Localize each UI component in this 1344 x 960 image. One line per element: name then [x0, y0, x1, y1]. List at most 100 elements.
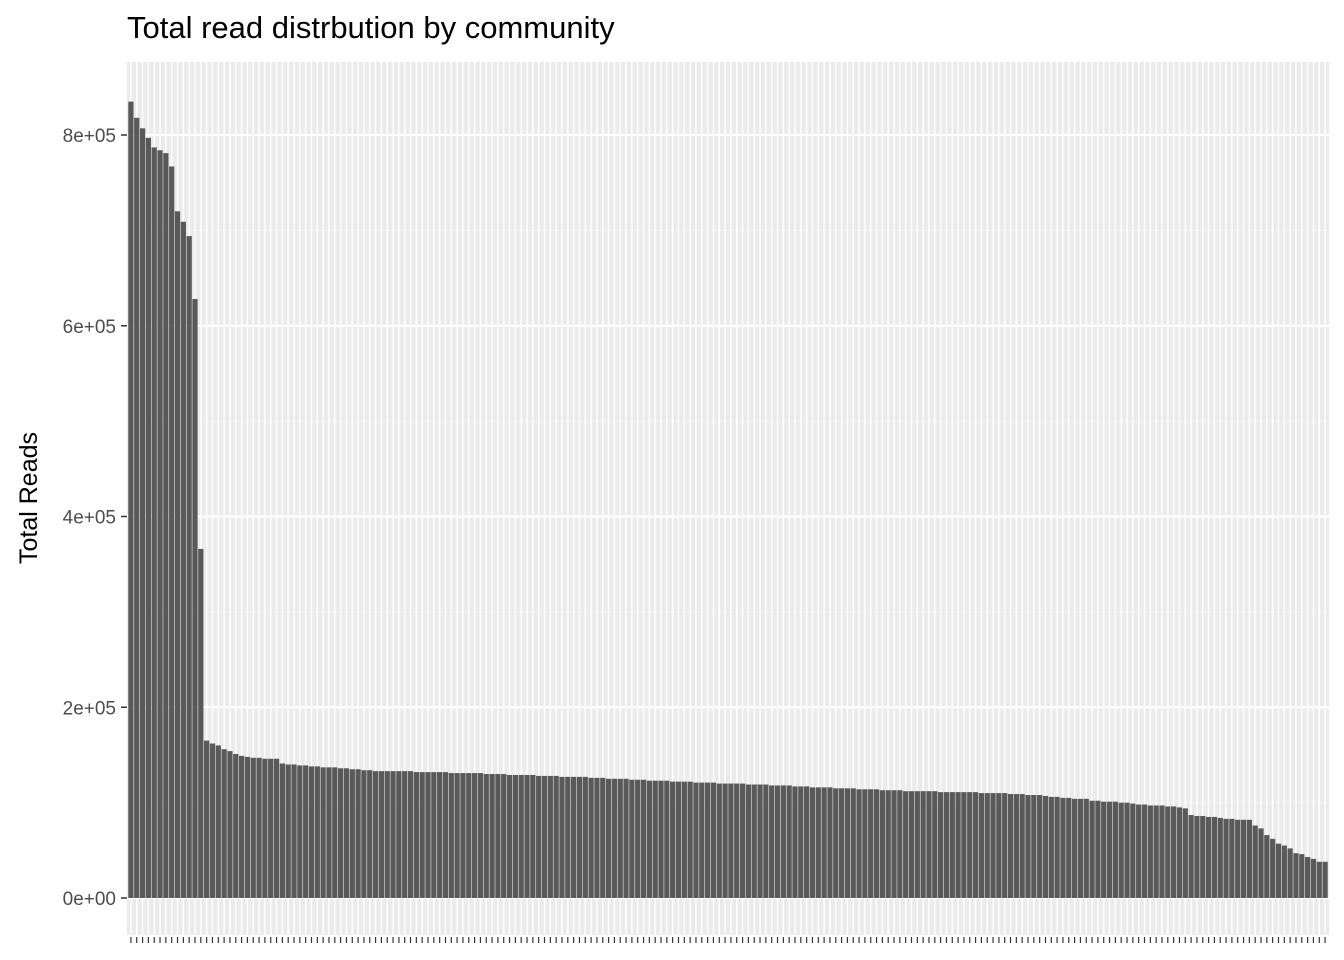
bar: [1136, 804, 1142, 898]
bar: [297, 765, 303, 898]
bar: [862, 789, 868, 898]
bar: [1316, 861, 1322, 898]
bar: [745, 784, 752, 898]
y-tick-label: 4e+05: [63, 508, 116, 529]
bar: [1322, 861, 1328, 898]
bar: [1258, 828, 1264, 898]
bar: [1310, 858, 1317, 898]
bar: [984, 793, 990, 898]
bar: [978, 793, 985, 898]
bar: [1205, 816, 1212, 898]
bar: [1013, 794, 1019, 898]
bar: [710, 782, 717, 898]
bar: [1089, 800, 1095, 898]
bar: [664, 780, 670, 898]
bar: [670, 781, 676, 898]
chart-title: Total read distrbution by community: [127, 10, 615, 45]
bar: [466, 773, 472, 898]
bar: [1252, 825, 1258, 898]
bar: [221, 749, 227, 898]
bar: [833, 788, 839, 898]
bar: [827, 787, 833, 898]
bar: [413, 772, 419, 898]
bar: [402, 771, 408, 898]
bar: [1077, 798, 1084, 898]
bar: [635, 779, 641, 898]
bar: [285, 764, 291, 898]
bar: [1007, 794, 1014, 898]
bar: [605, 778, 612, 898]
bar: [1217, 817, 1223, 898]
bar: [349, 769, 355, 898]
bar: [1095, 800, 1101, 898]
bar: [407, 771, 414, 898]
y-tick-label: 0e+00: [63, 889, 116, 910]
bar: [798, 786, 804, 898]
bar: [751, 784, 757, 898]
bar: [588, 777, 594, 898]
bar: [244, 756, 251, 898]
bar: [699, 782, 705, 898]
bar: [734, 783, 740, 898]
bar: [1299, 854, 1305, 898]
bar: [1101, 801, 1107, 898]
bar: [501, 774, 507, 898]
bar: [920, 791, 926, 898]
bar: [250, 757, 256, 898]
bar: [512, 774, 518, 898]
bar: [547, 775, 553, 898]
bar: [623, 778, 629, 898]
bar: [1071, 798, 1078, 898]
bar: [891, 790, 897, 898]
bar: [332, 767, 338, 898]
bar: [1083, 798, 1089, 898]
bar: [1141, 804, 1148, 898]
bar: [1304, 856, 1311, 898]
bar: [821, 787, 827, 898]
bar: [372, 771, 379, 898]
bar: [1165, 806, 1171, 898]
bar: [1048, 796, 1054, 898]
bar: [1246, 819, 1252, 898]
bar: [1054, 796, 1060, 898]
bar: [343, 768, 350, 898]
x-axis-ticks: [130, 937, 1326, 943]
bar: [809, 787, 816, 898]
bar: [914, 791, 920, 898]
bar: [425, 772, 431, 898]
bar: [850, 788, 856, 898]
bar: [955, 792, 961, 898]
bar: [233, 753, 239, 898]
bar: [687, 781, 693, 898]
bar: [524, 774, 530, 898]
bar: [1275, 843, 1282, 898]
bar: [704, 782, 711, 898]
bar: [1240, 819, 1247, 898]
bar: [151, 147, 157, 898]
bar: [367, 770, 373, 898]
bar: [693, 782, 699, 898]
bar: [477, 773, 484, 898]
bars: [128, 101, 1328, 899]
bar: [1112, 801, 1118, 898]
bar: [1287, 848, 1293, 898]
bar: [996, 793, 1002, 898]
bar: [279, 763, 285, 898]
bar: [757, 784, 763, 898]
bar: [518, 774, 524, 898]
bar: [227, 751, 233, 898]
bar: [681, 781, 687, 898]
bar: [128, 101, 134, 899]
bar: [565, 776, 571, 898]
bar: [419, 772, 425, 898]
bar: [437, 772, 443, 898]
bar: [856, 789, 862, 898]
bar: [780, 785, 786, 898]
bar: [1025, 795, 1031, 898]
bar: [134, 117, 140, 898]
bar: [186, 236, 192, 899]
bar: [1229, 818, 1235, 898]
bar: [1019, 794, 1025, 898]
y-tick-label: 2e+05: [63, 698, 116, 719]
bar: [594, 777, 600, 898]
